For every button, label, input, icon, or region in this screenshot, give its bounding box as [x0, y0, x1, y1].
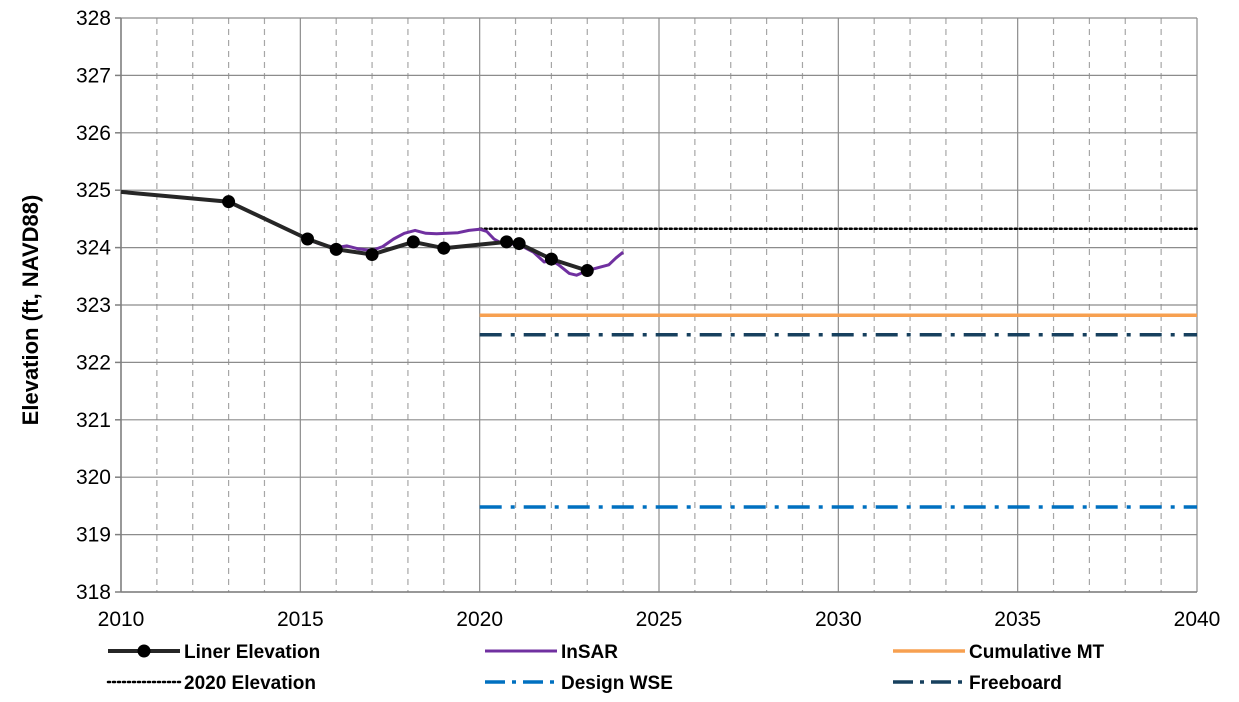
grid-layer [120, 17, 1198, 593]
legend-label: Design WSE [561, 673, 673, 694]
legend-label: Liner Elevation [184, 642, 320, 663]
y-tick-label: 320 [76, 466, 111, 489]
y-tick-label: 328 [76, 7, 111, 30]
series-line-liner-elevation [120, 189, 588, 273]
legend-item-liner-elevation: Liner Elevation [108, 642, 320, 663]
x-tick-label: 2035 [994, 608, 1041, 631]
x-tick-label: 2020 [456, 608, 503, 631]
axis-layer [115, 17, 1197, 593]
data-point [301, 232, 315, 246]
x-tick-label: 2025 [636, 608, 683, 631]
legend-item-insar: InSAR [485, 642, 618, 663]
legend: Liner Elevation InSAR Cumulative MT 2020 El… [106, 642, 1105, 694]
legend-item-2020-elevation: 2020 Elevation [106, 673, 316, 694]
y-tick-label: 325 [76, 179, 111, 202]
legend-marker [137, 644, 151, 658]
x-tick-label: 2040 [1174, 608, 1221, 631]
y-tick-label: 324 [76, 237, 111, 260]
tick-layer: 2010 2015 2020 2025 2030 2035 2040 318 319 320 321… [76, 7, 1220, 631]
x-tick-label: 2030 [815, 608, 862, 631]
data-point [222, 195, 236, 209]
y-tick-label: 327 [76, 64, 111, 87]
y-tick-label: 321 [76, 409, 111, 432]
series-layer [120, 189, 1199, 509]
data-point [544, 252, 558, 266]
legend-label: Freeboard [969, 673, 1062, 694]
x-tick-label: 2015 [277, 608, 324, 631]
y-tick-label: 323 [76, 294, 111, 317]
data-point [329, 242, 343, 256]
y-tick-label: 318 [76, 581, 111, 604]
data-point [437, 241, 451, 255]
legend-item-cumulative-mt: Cumulative MT [893, 642, 1105, 663]
legend-item-design-wse: Design WSE [485, 673, 673, 694]
data-point [500, 235, 514, 249]
y-tick-label: 326 [76, 122, 111, 145]
legend-label: Cumulative MT [969, 642, 1105, 663]
data-point [580, 264, 594, 278]
y-tick-label: 319 [76, 524, 111, 547]
x-tick-label: 2010 [98, 608, 145, 631]
y-axis-title: Elevation (ft, NAVD88) [18, 195, 43, 426]
data-point [512, 237, 526, 251]
legend-label: InSAR [561, 642, 618, 663]
legend-item-freeboard: Freeboard [893, 673, 1062, 694]
y-tick-label: 322 [76, 351, 111, 374]
data-point [365, 247, 379, 261]
legend-label: 2020 Elevation [184, 673, 316, 694]
data-point [406, 235, 420, 249]
